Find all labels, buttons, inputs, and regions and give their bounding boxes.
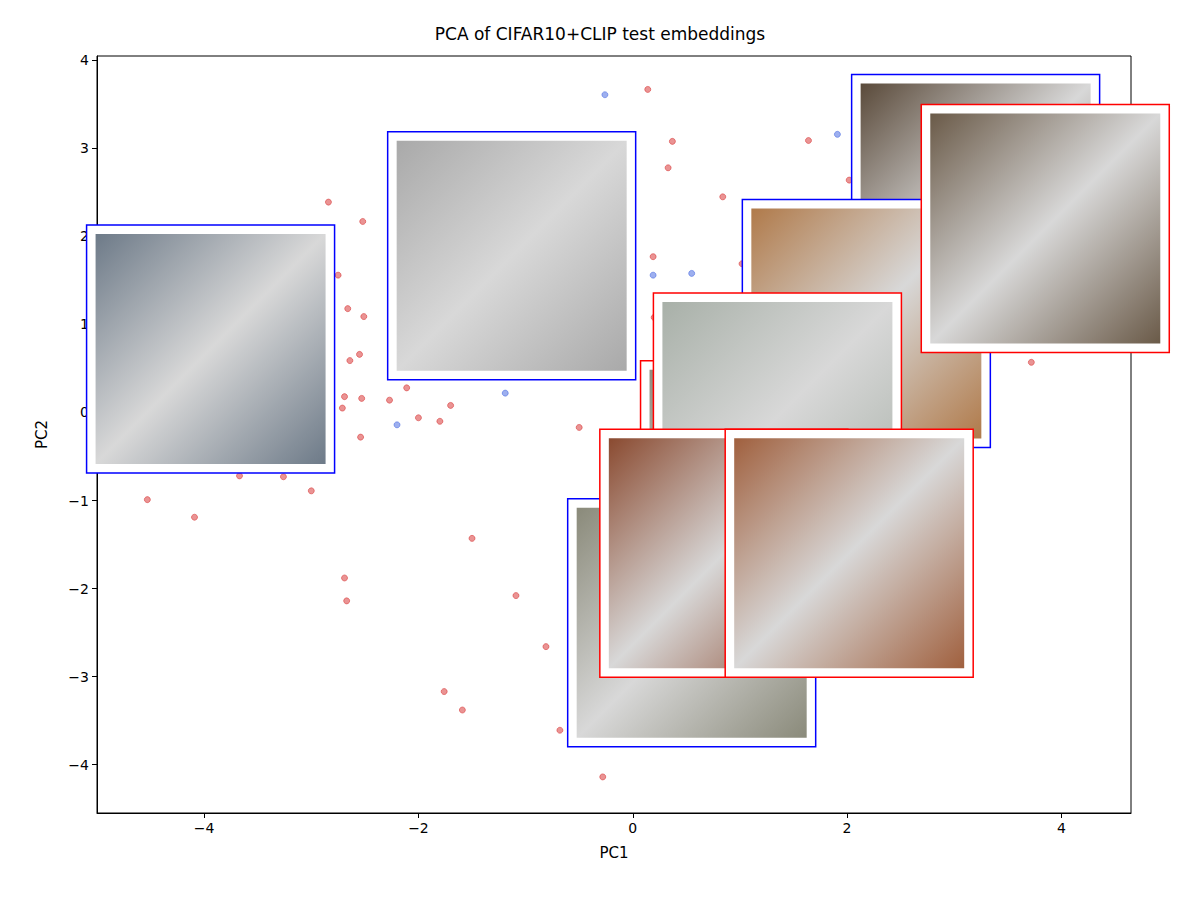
svg-text:−2: −2 [68,581,89,597]
svg-text:4: 4 [80,52,89,68]
svg-text:0: 0 [80,404,89,421]
svg-text:−4: −4 [68,757,89,773]
svg-text:1: 1 [80,316,89,333]
svg-text:2: 2 [80,228,89,245]
svg-text:−2: −2 [408,820,429,836]
svg-text:2: 2 [843,820,852,836]
svg-text:3: 3 [80,140,89,156]
svg-text:0: 0 [628,820,637,836]
svg-text:PCA of CIFAR10+CLIP test embed: PCA of CIFAR10+CLIP test embeddings [435,24,766,44]
svg-text:−4: −4 [194,820,215,836]
svg-text:PC2: PC2 [33,420,51,449]
svg-text:4: 4 [1057,820,1066,836]
svg-text:−3: −3 [68,669,89,685]
svg-text:−1: −1 [68,493,89,509]
svg-text:PC1: PC1 [599,844,628,862]
